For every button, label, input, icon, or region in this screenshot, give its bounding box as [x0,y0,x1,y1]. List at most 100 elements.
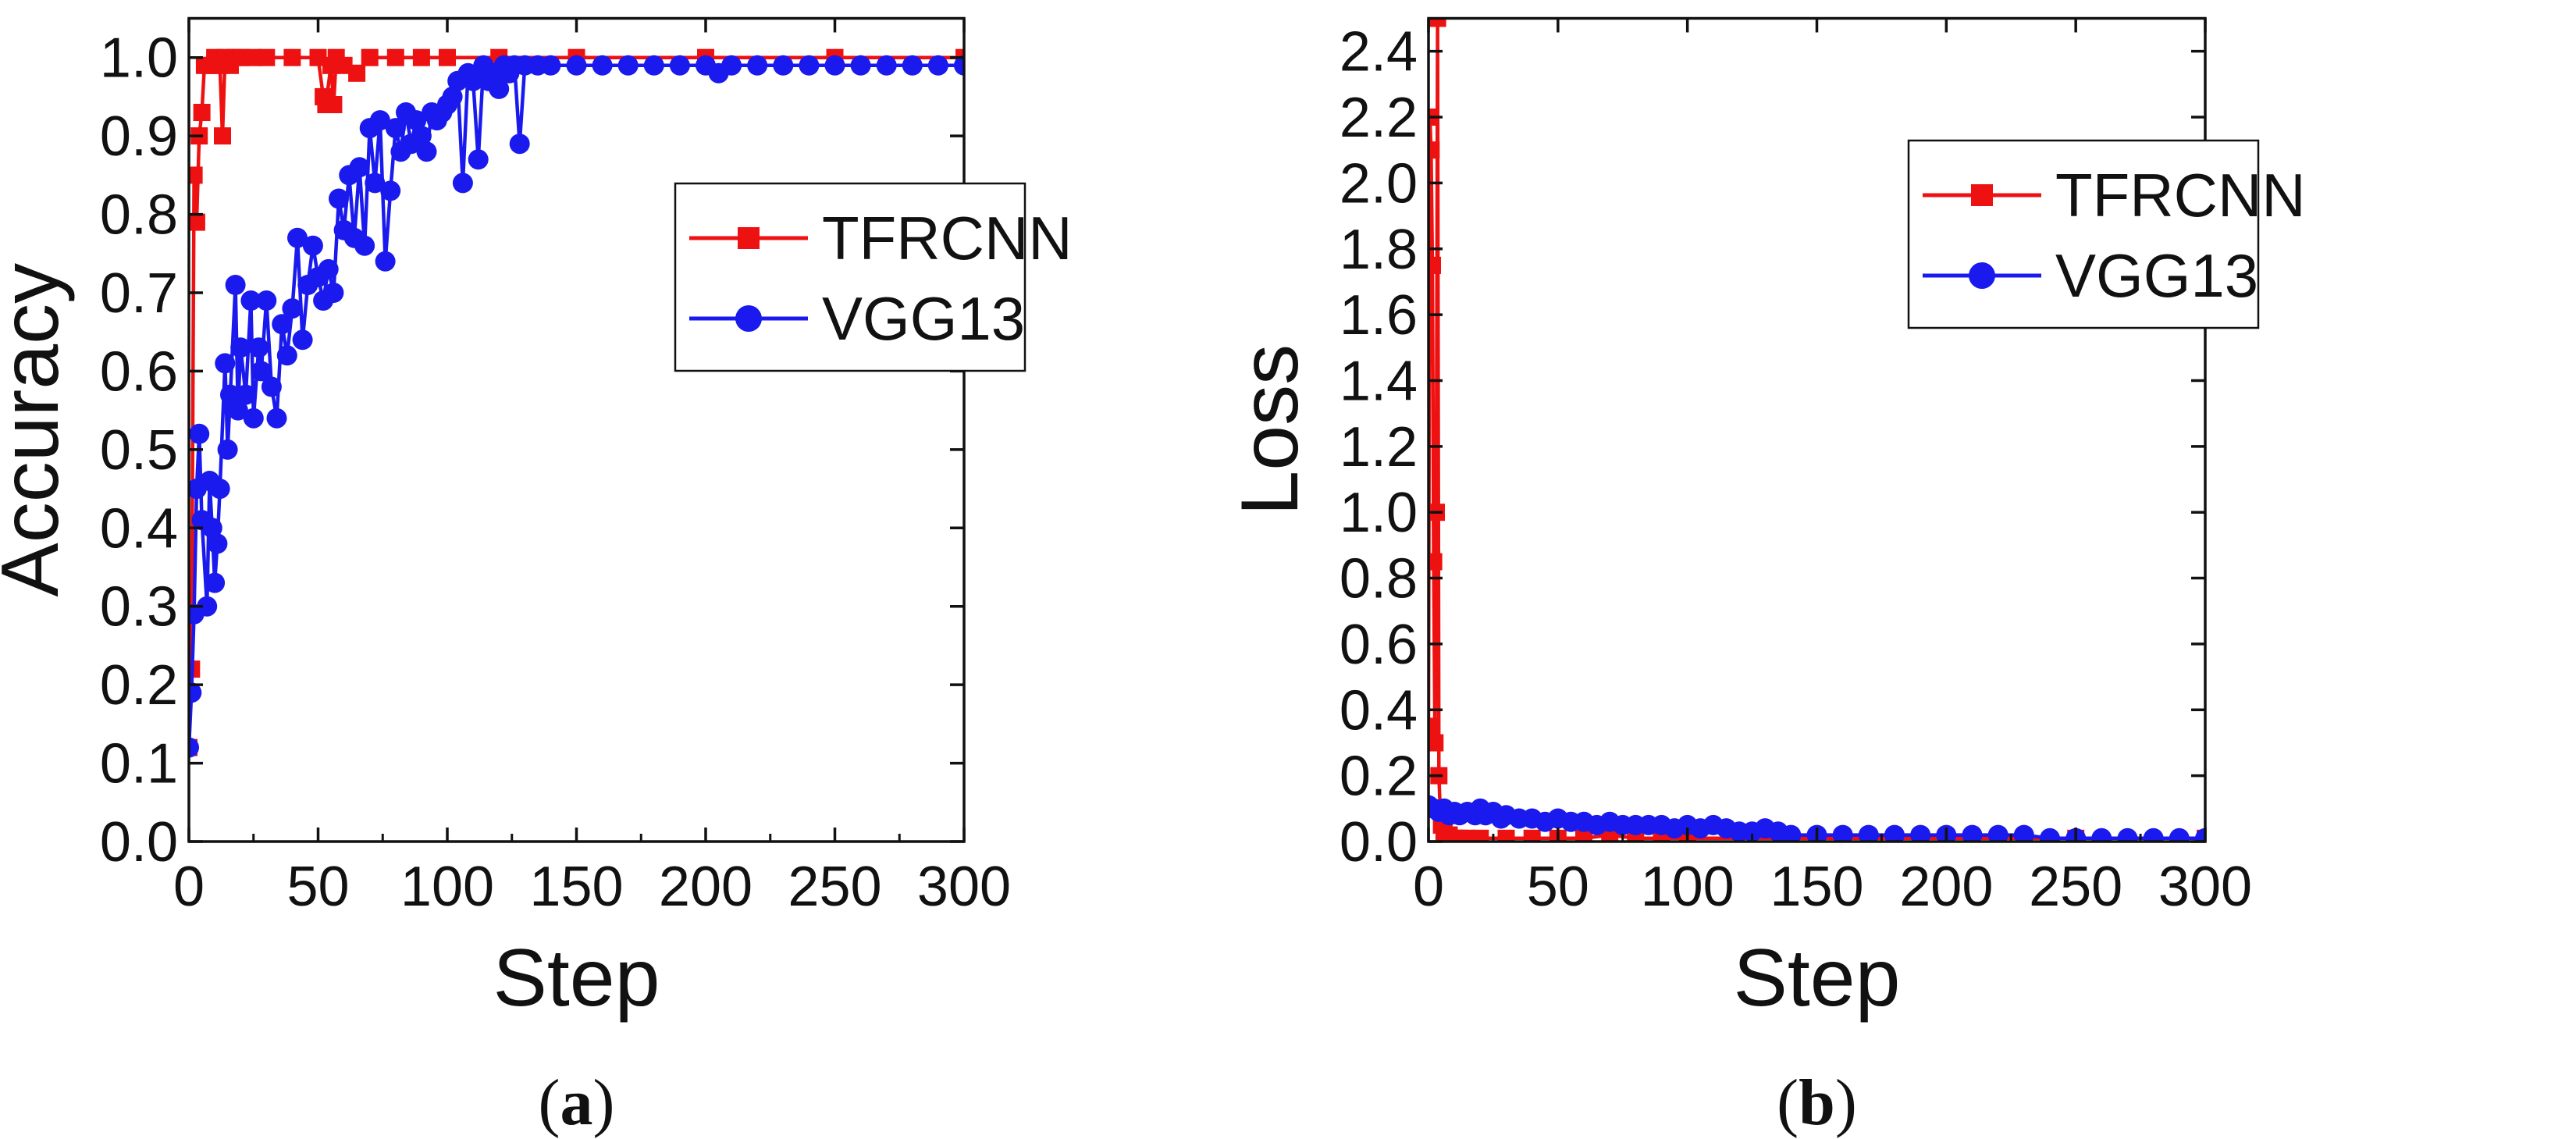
data-point-vgg13 [243,408,264,429]
panel-letter-b: b [1799,1066,1835,1139]
data-point-tfrcnn [1429,141,1440,159]
accuracy-chart: 0 50 100 150 200 250 300 0.0 0.1 0.2 0.3 0.4 0.5 0.6 0… [0,16,1073,1139]
data-point-vgg13 [369,110,390,131]
legend-marker-vgg13 [1969,262,1995,289]
data-point-vgg13 [416,141,437,162]
x-tick-label: 200 [1899,856,1993,918]
y-tick-label: 1.0 [100,27,178,90]
y-tick-label: 0.0 [1340,811,1418,874]
data-point-vgg13 [227,400,248,421]
data-point-tfrcnn [1429,717,1437,735]
x-tick-label: 50 [286,856,349,918]
data-point-vgg13 [1910,824,1931,842]
y-tick-label: 0.9 [100,105,178,168]
data-point-tfrcnn [232,48,250,66]
x-tick-label: 250 [788,856,881,918]
x-tick-label: 150 [529,856,623,918]
data-point-vgg13 [256,290,277,311]
loss-axes: 0 50 100 150 200 250 3000.00.20.40.60.81.01.21… [1340,16,2252,918]
loss-series-vgg13 [1429,795,2205,842]
data-point-vgg13 [375,251,396,272]
data-point-vgg13 [323,283,344,303]
y-tick-label: 0.4 [1340,679,1418,742]
y-tick-label: 0.5 [100,419,178,482]
legend-marker-tfrcnn [1971,184,1993,206]
data-point-vgg13 [380,180,401,201]
loss-legend: TFRCNN VGG13 [1907,139,2306,329]
y-tick-label: 0.6 [100,340,178,403]
loss-x-axis-title: Step [1734,933,1901,1023]
data-point-tfrcnn [1429,734,1444,752]
series-line-vgg13 [189,63,964,748]
data-point-vgg13 [643,55,664,76]
data-point-vgg13 [189,682,202,703]
y-tick-label: 1.6 [1340,284,1418,347]
data-point-vgg13 [292,329,313,351]
x-tick-label: 0 [1413,856,1444,918]
legend-label-tfrcnn: TFRCNN [2055,161,2306,230]
legend-box [1907,139,2260,329]
data-point-vgg13 [282,298,303,319]
data-point-vgg13 [220,384,240,405]
x-tick-label: 0 [173,856,205,918]
data-point-tfrcnn [439,48,456,66]
data-point-vgg13 [207,533,228,554]
x-tick-label: 100 [1641,856,1735,918]
data-point-vgg13 [2091,828,2112,842]
data-point-vgg13 [902,55,923,76]
x-tick-label: 300 [917,856,1011,918]
x-tick-label: 150 [1770,856,1863,918]
data-point-vgg13 [248,337,269,358]
data-point-vgg13 [189,737,199,758]
data-point-vgg13 [566,55,587,76]
data-point-tfrcnn [1575,829,1592,842]
y-tick-label: 2.4 [1340,21,1418,84]
data-point-tfrcnn [325,96,343,113]
data-point-vgg13 [1858,824,1879,842]
accuracy-series-group [189,48,964,758]
data-point-vgg13 [197,596,218,617]
data-point-vgg13 [251,361,272,382]
legend-marker-vgg13 [735,305,762,332]
loss-series-group [1429,18,2205,842]
data-point-vgg13 [509,133,530,155]
y-tick-label: 1.8 [1340,219,1418,281]
data-point-vgg13 [329,188,349,209]
accuracy-x-axis-title: Step [493,933,660,1023]
data-point-vgg13 [205,572,226,593]
x-tick-label: 50 [1527,856,1589,918]
data-point-vgg13 [2143,828,2164,842]
data-point-vgg13 [2169,828,2190,842]
data-point-vgg13 [1962,824,1983,842]
y-tick-label: 0.2 [100,654,178,717]
y-tick-label: 0.0 [100,811,178,874]
data-point-vgg13 [349,157,370,178]
data-point-vgg13 [489,78,510,99]
data-point-vgg13 [954,55,964,76]
data-point-tfrcnn [1429,256,1441,274]
series-line-tfrcnn [189,55,964,748]
data-point-vgg13 [215,353,236,374]
loss-series-tfrcnn [1429,18,2205,842]
data-point-vgg13 [385,118,406,139]
accuracy-legend: TFRCNN VGG13 [674,182,1073,372]
data-point-tfrcnn [386,48,404,66]
data-point-vgg13 [272,314,293,335]
data-point-vgg13 [850,55,871,76]
data-point-tfrcnn [1429,18,1446,27]
data-point-vgg13 [261,376,282,397]
y-tick-label: 2.2 [1340,87,1418,149]
legend-label-vgg13: VGG13 [2055,241,2258,310]
data-point-vgg13 [824,55,845,76]
data-point-tfrcnn [412,48,430,66]
data-point-tfrcnn [361,48,379,66]
data-point-vgg13 [773,55,794,76]
y-tick-label: 0.6 [1340,614,1418,676]
y-tick-label: 0.8 [100,184,178,247]
loss-chart: 0 50 100 150 200 250 3000.00.20.40.60.81.01.21… [1225,16,2306,1139]
accuracy-y-axis-title: Accuracy [0,263,76,597]
data-point-vgg13 [201,518,222,539]
data-point-vgg13 [669,55,690,76]
data-point-vgg13 [189,423,210,444]
